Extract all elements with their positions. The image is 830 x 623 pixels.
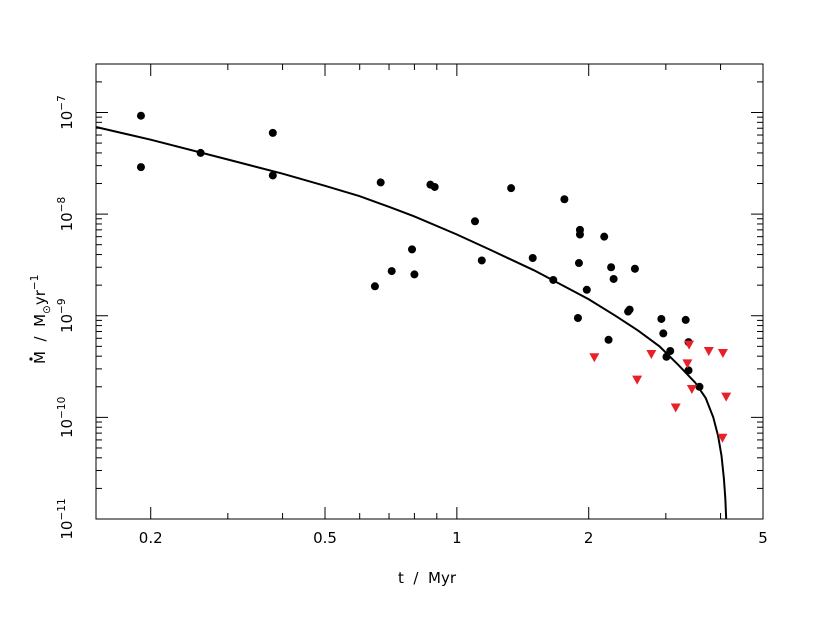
- data-point: [408, 245, 417, 254]
- axis-ticks: [96, 63, 764, 520]
- data-point: [662, 352, 671, 361]
- upper-limit-point: [670, 403, 681, 413]
- data-point: [528, 253, 537, 262]
- upper-limit-point: [717, 433, 728, 443]
- data-point: [477, 256, 486, 265]
- y-tick-exponent: −8: [56, 197, 68, 212]
- data-markers: [136, 111, 732, 443]
- y-tick-label: 10−8: [56, 197, 76, 232]
- data-point: [387, 267, 396, 276]
- plot-frame: [95, 63, 764, 520]
- data-point: [575, 230, 584, 239]
- y-axis-title-exponent: −1: [29, 275, 41, 290]
- upper-limit-point: [686, 385, 697, 395]
- y-tick-base: 10: [58, 521, 76, 540]
- upper-limit-point: [589, 353, 600, 363]
- data-point: [470, 217, 479, 226]
- y-tick-label: 10−11: [56, 498, 76, 539]
- x-tick-label: 5: [758, 529, 768, 547]
- data-point: [625, 305, 634, 314]
- y-tick-base: 10: [58, 212, 76, 231]
- data-point: [574, 259, 583, 268]
- model-curve: [95, 126, 728, 520]
- upper-limit-point: [682, 359, 693, 369]
- data-point: [136, 111, 145, 120]
- data-point: [573, 314, 582, 323]
- y-tick-exponent: −11: [56, 498, 68, 520]
- y-tick-base: 10: [58, 111, 76, 130]
- data-point: [666, 346, 675, 355]
- data-point: [507, 184, 516, 193]
- svg-text:M / M⊙yr−1: M / M⊙yr−1: [29, 275, 53, 364]
- upper-limit-point: [684, 340, 695, 350]
- y-tick-exponent: −9: [56, 298, 68, 313]
- x-tick-labels: 0.2 0.5 1 2 5: [139, 529, 768, 547]
- y-axis-title-sun: ⊙: [41, 305, 53, 314]
- data-point: [549, 275, 558, 284]
- data-point: [410, 270, 419, 279]
- y-tick-label: 10−7: [56, 95, 76, 130]
- y-tick-label-text: 10−7: [56, 95, 76, 130]
- upper-limit-point: [703, 346, 714, 356]
- data-point: [370, 282, 379, 291]
- y-axis-title-unit: yr: [31, 289, 49, 305]
- data-point: [560, 195, 569, 204]
- data-point: [609, 274, 618, 283]
- data-point: [582, 285, 591, 294]
- y-axis-title-dot: [29, 357, 33, 361]
- y-tick-base: 10: [58, 419, 76, 438]
- data-point: [430, 182, 439, 191]
- y-axis-title: M / M⊙yr−1: [29, 275, 53, 364]
- x-tick-label: 0.2: [139, 529, 163, 547]
- data-point: [268, 128, 277, 137]
- y-axis-title-symbol: M: [31, 351, 49, 364]
- y-tick-label: 10−10: [56, 397, 76, 438]
- data-point: [695, 382, 704, 391]
- x-tick-label: 2: [584, 529, 594, 547]
- upper-limit-point: [721, 392, 732, 402]
- data-point: [684, 366, 693, 375]
- data-point: [657, 314, 666, 323]
- data-point: [681, 315, 690, 324]
- x-tick-label: 1: [452, 529, 462, 547]
- data-point: [630, 264, 639, 273]
- y-tick-label-text: 10−11: [56, 498, 76, 539]
- data-point: [376, 178, 385, 187]
- data-point: [659, 329, 668, 338]
- upper-limit-point: [632, 375, 643, 385]
- y-tick-label-text: 10−9: [56, 298, 76, 333]
- y-tick-exponent: −10: [56, 397, 68, 419]
- data-point: [604, 335, 613, 344]
- data-point: [136, 163, 145, 172]
- y-tick-exponent: −7: [56, 95, 68, 110]
- data-point: [600, 232, 609, 241]
- y-tick-label: 10−9: [56, 298, 76, 333]
- y-tick-base: 10: [58, 314, 76, 333]
- upper-limit-point: [717, 348, 728, 358]
- data-point: [268, 171, 277, 180]
- data-point: [196, 148, 205, 157]
- y-tick-label-text: 10−10: [56, 397, 76, 438]
- x-tick-label: 0.5: [313, 529, 337, 547]
- data-point: [607, 263, 616, 272]
- y-tick-label-text: 10−8: [56, 197, 76, 232]
- x-axis-title: t / Myr: [398, 569, 457, 587]
- y-axis-title-mid: / M: [31, 314, 49, 351]
- upper-limit-point: [646, 350, 657, 360]
